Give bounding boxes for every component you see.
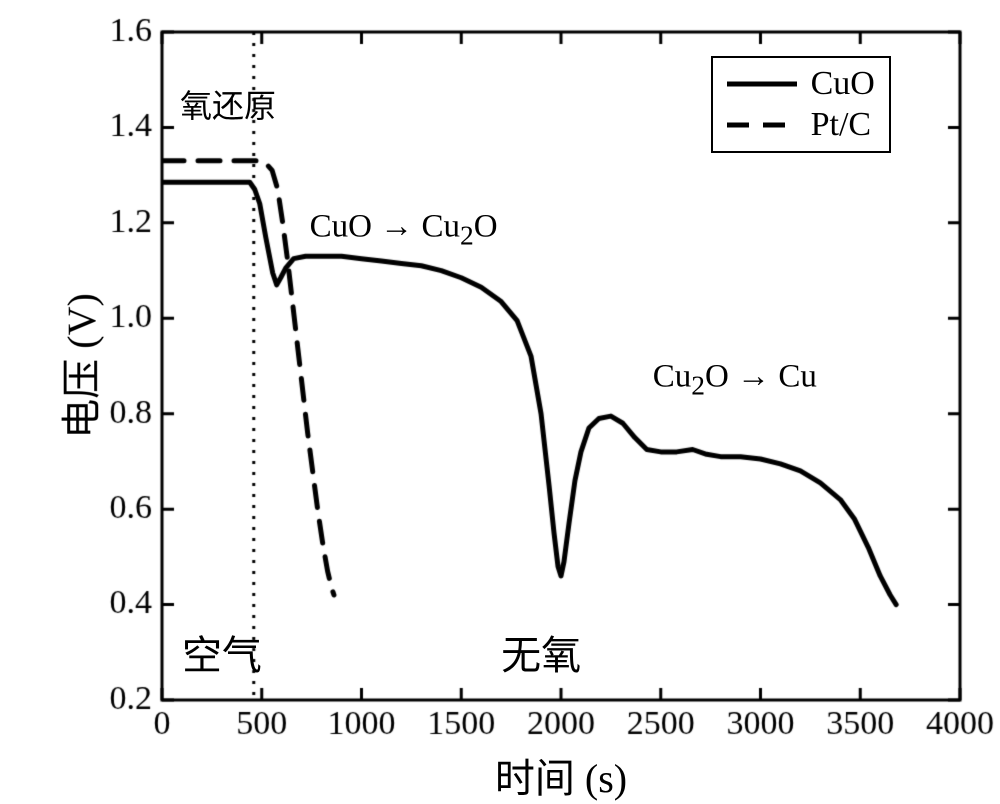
annotation-air: 空气 [182,623,262,681]
legend: CuOPt/C [711,56,891,154]
annotation-oxygen-reduction: 氧还原 [180,81,276,127]
legend-swatch-0 [725,74,799,94]
annotation-cuo-to-cu2o: CuO → Cu2O [310,209,498,252]
legend-swatch-1 [725,115,799,135]
annotation-cu2o-to-cu: Cu2O → Cu [653,359,817,402]
legend-label-1: Pt/C [811,105,871,146]
chart-container: 电压 (V) 时间 (s) 氧还原 CuO → Cu2O Cu2O → Cu 空… [0,0,1000,803]
legend-label-0: CuO [811,64,875,105]
annotation-anaerobic: 无氧 [501,623,581,681]
x-axis-label: 时间 (s) [495,746,627,804]
y-axis-label: 电压 (V) [49,293,107,439]
